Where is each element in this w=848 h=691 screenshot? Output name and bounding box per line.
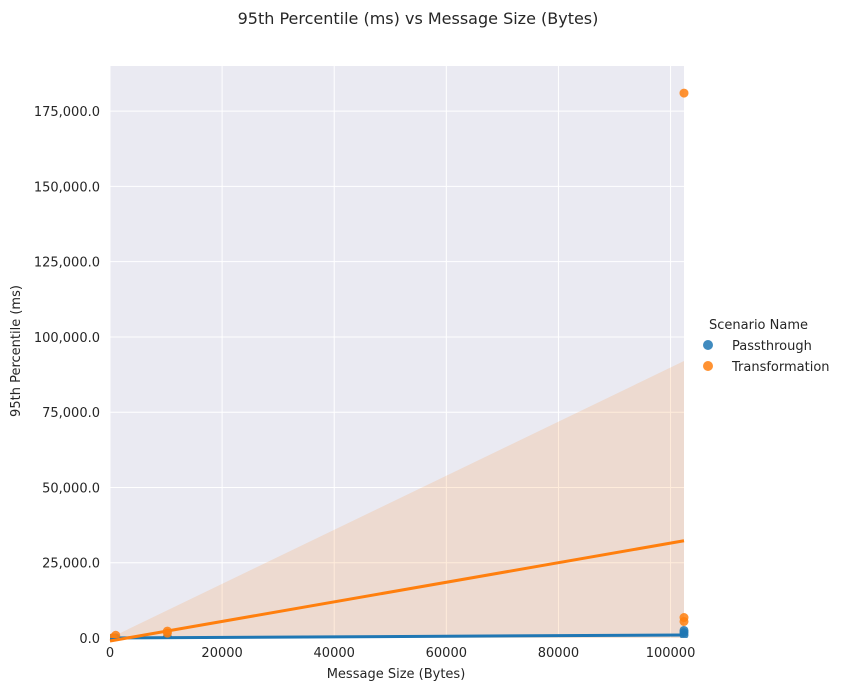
y-tick-label: 175,000.0: [34, 105, 100, 120]
x-tick-label: 80000: [538, 646, 579, 661]
data-point: [162, 626, 172, 636]
x-tick-label: 40000: [314, 646, 355, 661]
y-tick-label: 125,000.0: [34, 256, 100, 271]
regression-lines: [109, 539, 685, 643]
ci-band: [110, 361, 684, 638]
data-point: [679, 625, 689, 635]
legend-label: Passthrough: [732, 339, 812, 354]
x-tick-label: 60000: [426, 646, 467, 661]
x-tick-label: 20000: [201, 646, 242, 661]
y-tick-label: 50,000.0: [42, 481, 100, 496]
data-point: [111, 630, 121, 638]
x-axis-label: Message Size (Bytes): [327, 667, 466, 682]
x-tick-labels: 0 20000 40000 60000 80000 100000: [106, 646, 696, 661]
legend-marker: [703, 361, 713, 371]
legend-marker: [703, 340, 713, 350]
y-tick-labels: 0.0 25,000.0 50,000.0 75,000.0 100,000.0 125,…: [34, 105, 100, 647]
y-tick-label: 75,000.0: [42, 406, 100, 421]
y-tick-label: 150,000.0: [34, 180, 100, 195]
y-tick-label: 0.0: [79, 632, 100, 647]
regression-line: [109, 539, 685, 643]
grid-lines: [109, 66, 684, 639]
data-point: [679, 613, 689, 623]
legend-title: Scenario Name: [709, 318, 808, 333]
y-axis-label: 95th Percentile (ms): [9, 285, 24, 417]
confidence-band: [110, 361, 684, 638]
legend: Scenario Name Passthrough Transformation: [703, 318, 830, 375]
regression-line: [109, 633, 685, 640]
chart-title: 95th Percentile (ms) vs Message Size (By…: [238, 9, 599, 28]
plot-area: [110, 66, 684, 638]
data-points: [110, 88, 689, 638]
data-point: [679, 88, 689, 98]
x-tick-label: 100000: [646, 646, 696, 661]
y-tick-label: 100,000.0: [34, 331, 100, 346]
y-tick-label: 25,000.0: [42, 557, 100, 572]
legend-label: Transformation: [731, 360, 830, 375]
x-tick-label: 0: [106, 646, 114, 661]
